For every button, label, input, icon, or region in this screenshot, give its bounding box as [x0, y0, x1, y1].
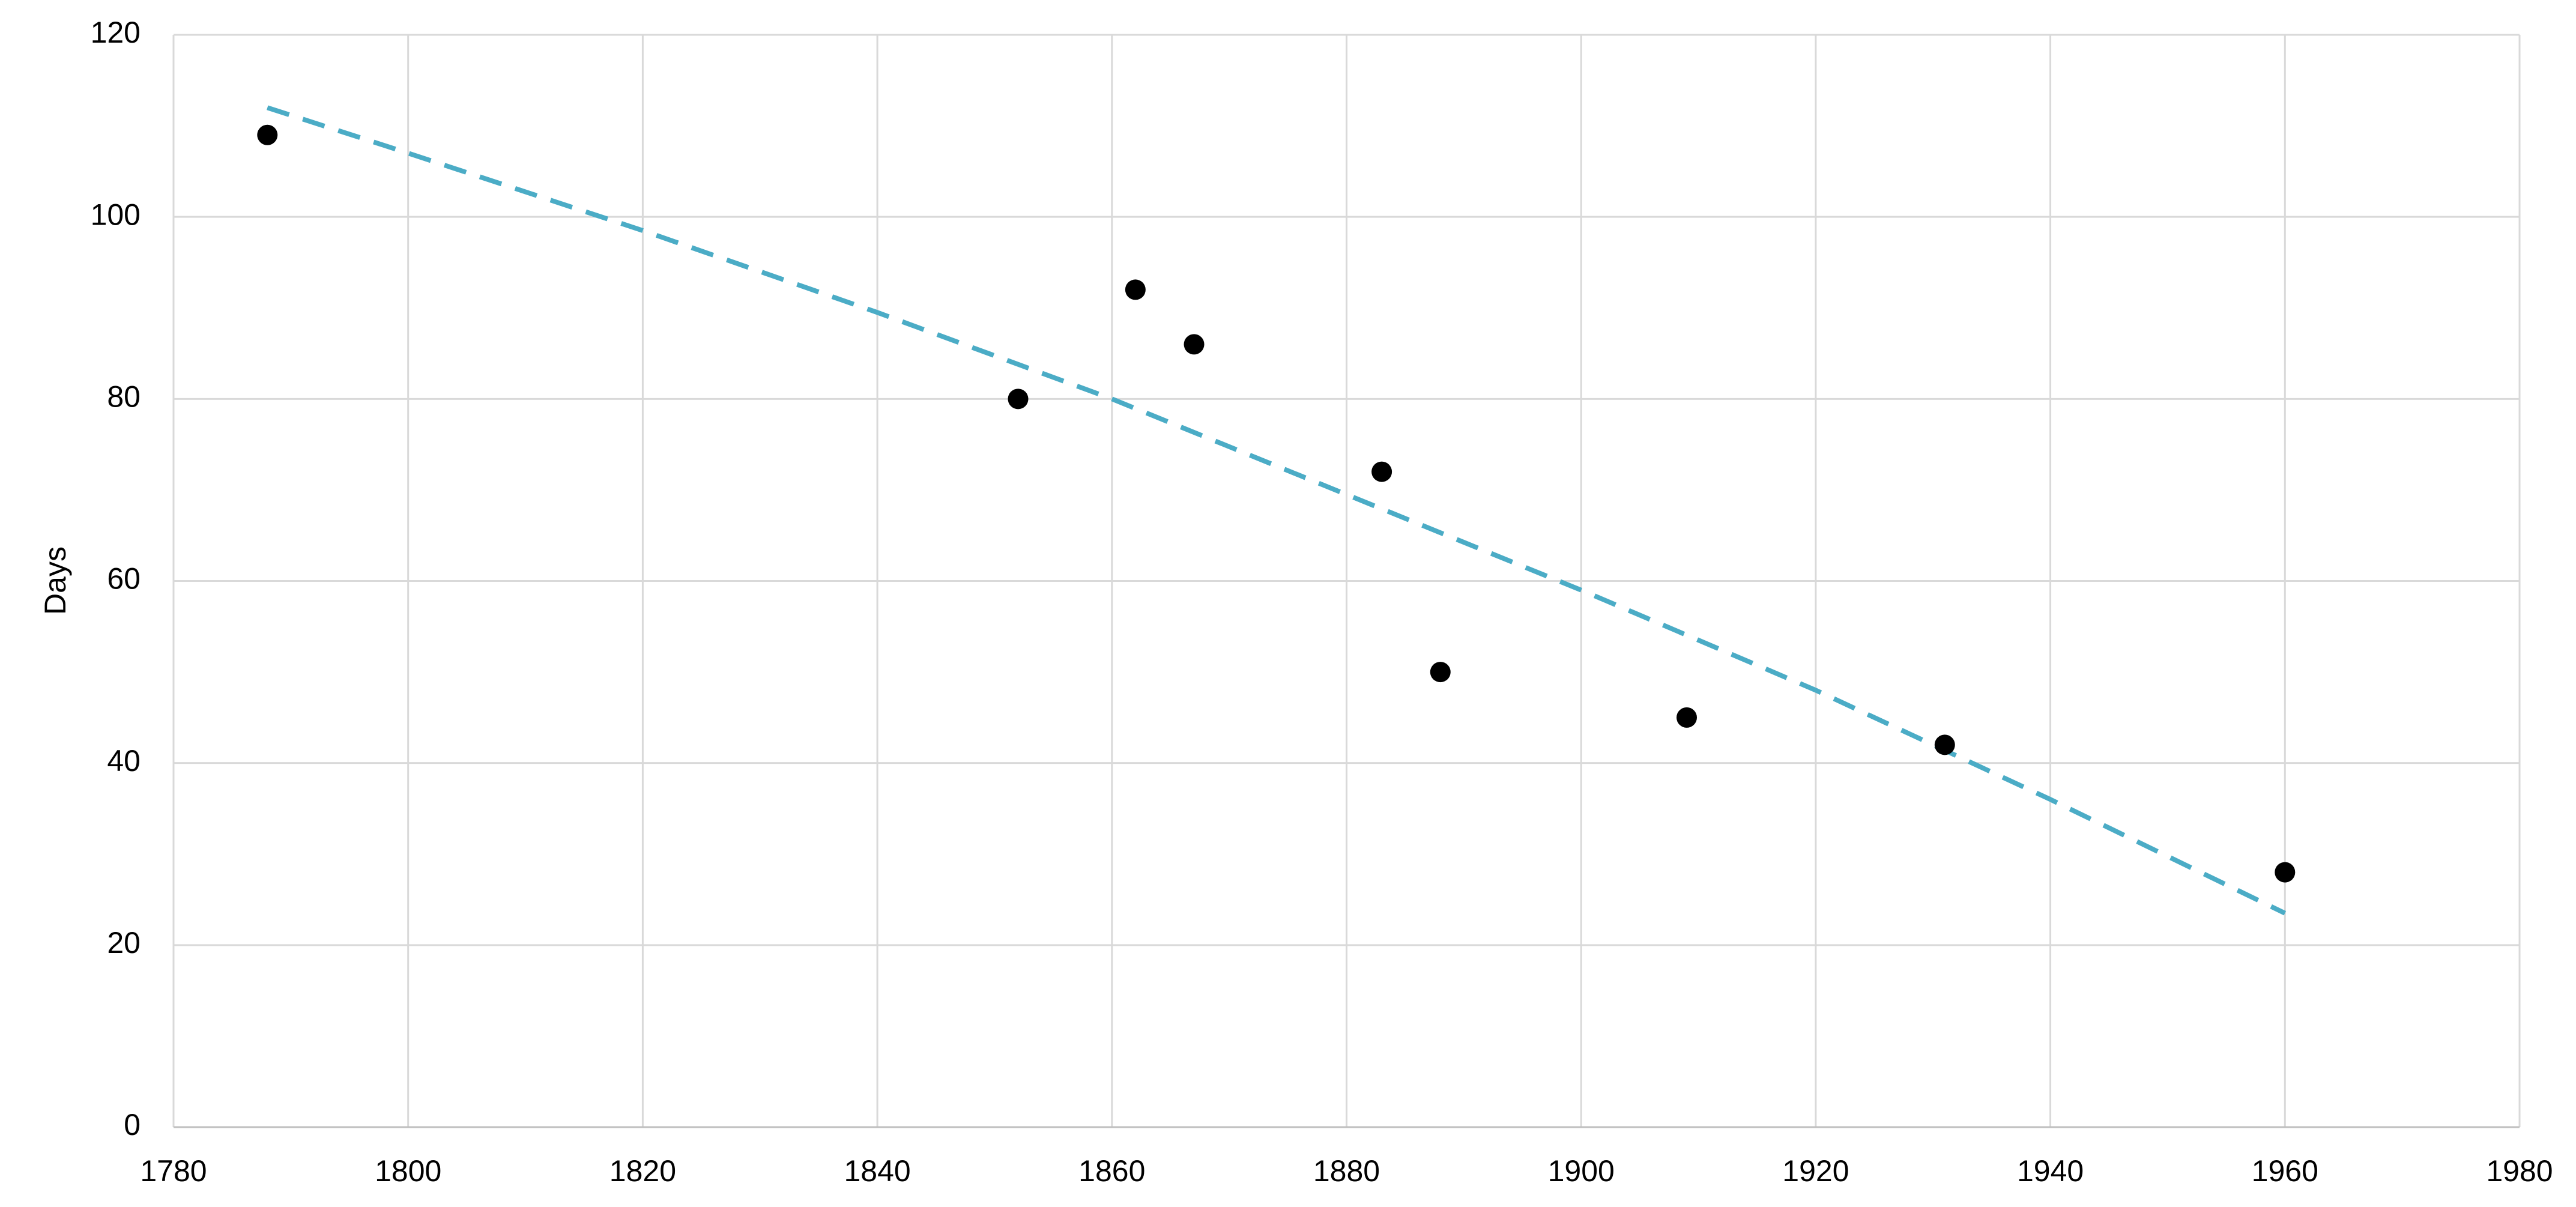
y-tick-label: 100 — [91, 198, 141, 231]
data-point — [1008, 389, 1029, 410]
data-point — [1934, 734, 1955, 755]
x-tick-label: 1820 — [609, 1154, 676, 1188]
data-point — [1430, 662, 1451, 683]
y-tick-label: 20 — [107, 926, 141, 960]
x-tick-label: 1940 — [2017, 1154, 2084, 1188]
y-tick-label: 0 — [124, 1108, 141, 1142]
x-tick-label: 1920 — [1782, 1154, 1849, 1188]
data-point — [1184, 334, 1205, 355]
x-tick-label: 1960 — [2252, 1154, 2318, 1188]
y-tick-label: 120 — [91, 16, 141, 49]
data-point — [257, 124, 278, 145]
y-axis-label: Days — [38, 546, 72, 615]
x-tick-label: 1840 — [844, 1154, 910, 1188]
y-tick-label: 60 — [107, 562, 141, 596]
x-tick-label: 1780 — [140, 1154, 207, 1188]
x-tick-label: 1900 — [1548, 1154, 1615, 1188]
y-tick-label: 80 — [107, 380, 141, 414]
data-point — [1125, 279, 1146, 300]
x-tick-label: 1980 — [2486, 1154, 2553, 1188]
x-tick-label: 1860 — [1078, 1154, 1145, 1188]
x-tick-label: 1880 — [1313, 1154, 1380, 1188]
trend-line — [267, 105, 2287, 916]
data-point — [1677, 707, 1698, 728]
y-tick-label: 40 — [107, 744, 141, 778]
data-point — [2275, 862, 2296, 883]
x-tick-label: 1800 — [375, 1154, 441, 1188]
data-point — [1371, 461, 1392, 482]
